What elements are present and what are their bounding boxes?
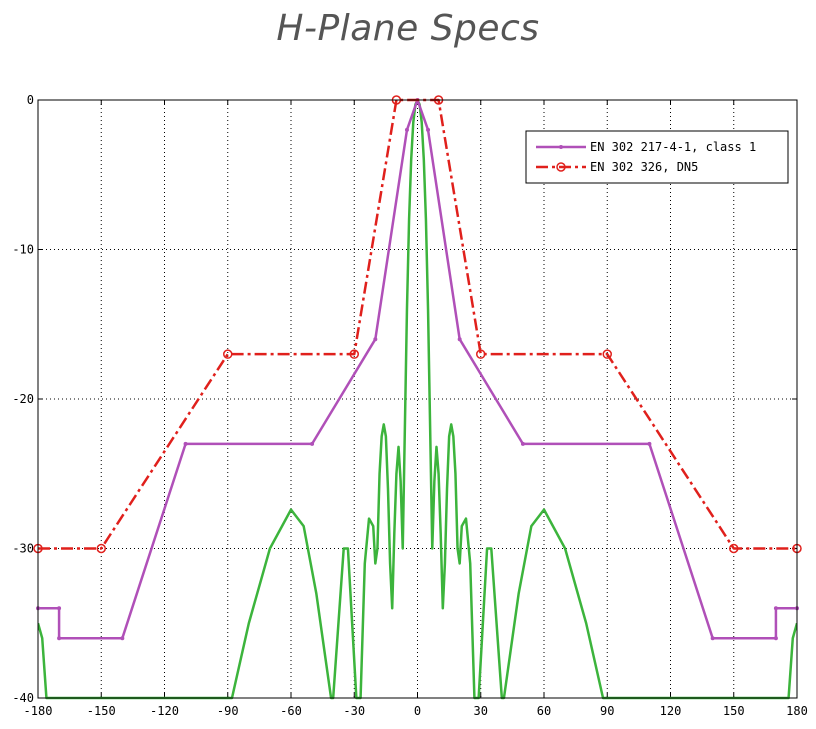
data-point-1 (729, 543, 739, 554)
x-tick-label: 60 (537, 704, 551, 718)
data-point-0 (310, 441, 315, 446)
x-tick-label: 150 (723, 704, 745, 718)
x-tick-label: 0 (414, 704, 421, 718)
data-point-0 (426, 127, 431, 132)
data-point-0 (457, 337, 462, 342)
legend-marker (556, 162, 566, 172)
data-point-1 (349, 349, 359, 359)
x-tick-label: -60 (280, 704, 302, 718)
x-tick-label: -150 (87, 704, 116, 718)
data-point-0 (57, 606, 62, 611)
x-tick-label: 120 (660, 704, 682, 718)
data-point-0 (773, 636, 778, 641)
data-point-1 (476, 349, 486, 359)
y-tick-label: -10 (12, 243, 34, 257)
legend-box (525, 130, 789, 184)
tick-labels: -180 -150 -120 -90 -60 -30 0 30 60 90 120 150 180 0 -1… (12, 93, 808, 718)
data-point-0 (183, 441, 188, 446)
data-point-0 (404, 127, 409, 132)
y-tick-label: -30 (12, 542, 34, 556)
data-point-0 (57, 636, 62, 641)
data-point-0 (773, 606, 778, 611)
x-tick-label: -90 (217, 704, 239, 718)
legend-marker (559, 145, 563, 149)
data-point-0 (120, 636, 125, 641)
x-tick-label: 90 (600, 704, 614, 718)
data-point-0 (710, 636, 715, 641)
data-point-1 (96, 543, 106, 554)
y-tick-label: -40 (12, 691, 34, 705)
x-tick-label: -30 (343, 704, 365, 718)
data-point-0 (520, 441, 525, 446)
y-tick-label: -20 (12, 392, 34, 406)
plot-frame (37, 99, 798, 699)
data-point-0 (373, 337, 378, 342)
data-point-1 (602, 349, 612, 359)
x-tick-label: -120 (150, 704, 179, 718)
x-tick-label: -180 (24, 704, 53, 718)
chart-title: H-Plane Specs (276, 8, 540, 49)
data-point-1 (223, 349, 233, 359)
data-point-0 (647, 441, 652, 446)
y-tick-label: 0 (27, 93, 34, 107)
grid (37, 99, 798, 699)
legend-label: EN 302 326, DN5 (590, 160, 698, 174)
legend: EN 302 217-4-1, class 1 EN 302 326, DN5 (525, 130, 789, 184)
x-tick-label: 180 (786, 704, 808, 718)
x-tick-label: 30 (474, 704, 488, 718)
legend-label: EN 302 217-4-1, class 1 (590, 140, 756, 154)
